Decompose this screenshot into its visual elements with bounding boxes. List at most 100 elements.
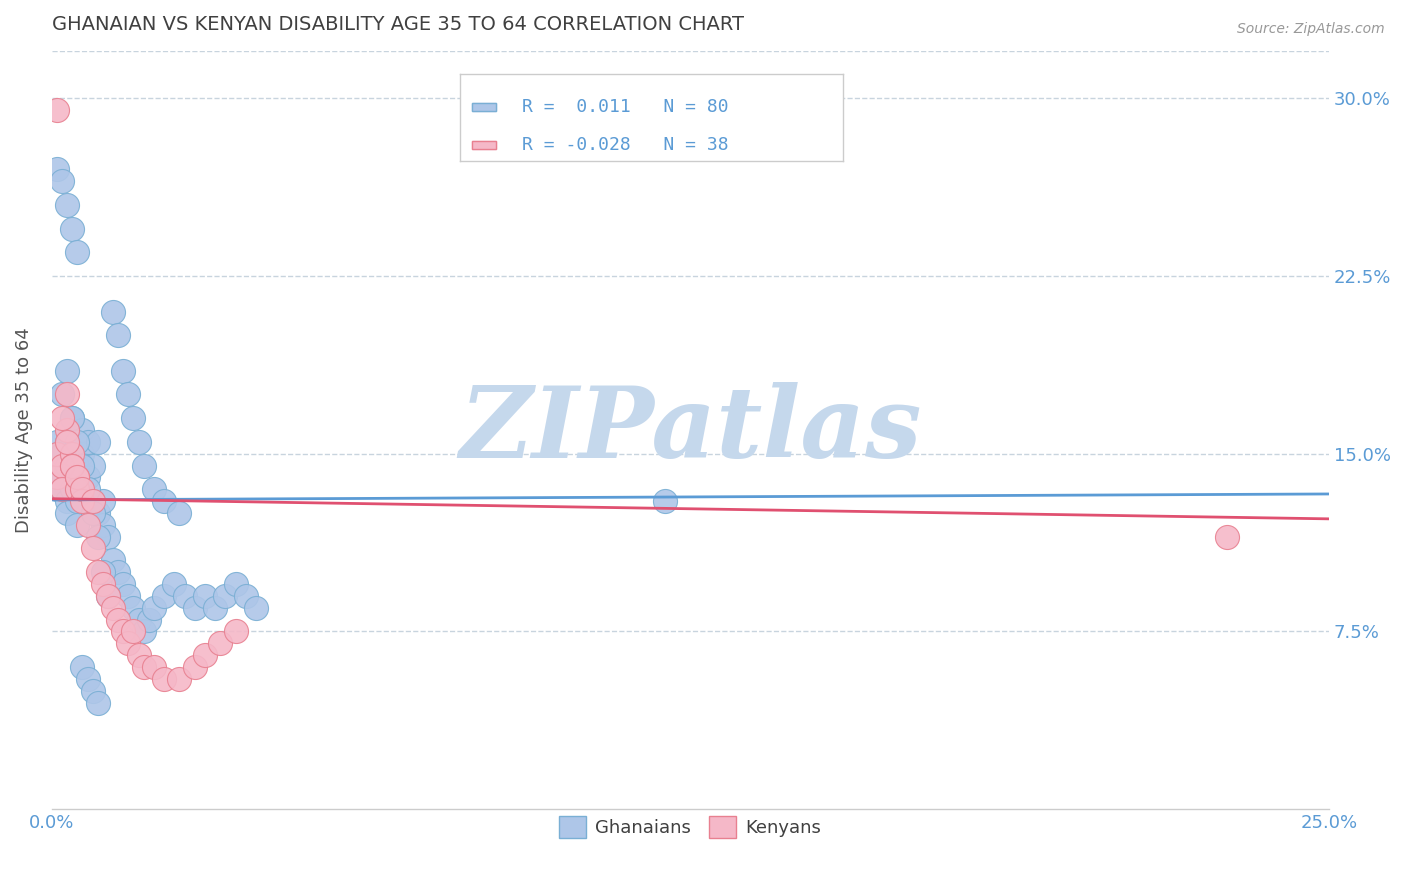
Point: [45, 447, 67, 461]
Point: [128, 434, 150, 449]
Point: [82, 458, 104, 473]
Point: [51, 482, 73, 496]
Point: [107, 613, 129, 627]
Point: [72, 482, 94, 496]
Point: [51, 482, 73, 496]
Point: [60, 482, 83, 496]
Point: [214, 589, 236, 603]
Point: [51, 447, 73, 461]
Point: [173, 589, 195, 603]
Point: [66, 434, 89, 449]
Point: [72, 494, 94, 508]
Point: [169, 506, 191, 520]
Point: [169, 672, 191, 686]
Point: [60, 447, 83, 461]
Point: [76, 482, 98, 496]
Point: [112, 364, 135, 378]
Point: [76, 470, 98, 484]
Point: [51, 458, 73, 473]
Point: [60, 458, 83, 473]
Point: [66, 494, 89, 508]
Point: [56, 198, 79, 212]
Point: [91, 577, 114, 591]
Point: [142, 600, 165, 615]
Point: [112, 577, 135, 591]
Point: [56, 434, 79, 449]
Point: [142, 660, 165, 674]
Point: [101, 553, 124, 567]
Point: [101, 600, 124, 615]
Point: [76, 672, 98, 686]
Point: [153, 494, 176, 508]
Point: [82, 541, 104, 556]
Point: [45, 470, 67, 484]
Point: [56, 458, 79, 473]
Point: [87, 696, 110, 710]
Text: ZIPatlas: ZIPatlas: [460, 382, 921, 478]
Point: [66, 245, 89, 260]
Point: [82, 683, 104, 698]
Point: [204, 600, 226, 615]
Point: [235, 589, 257, 603]
Point: [45, 103, 67, 117]
Point: [45, 482, 67, 496]
Point: [45, 447, 67, 461]
Point: [97, 589, 120, 603]
Legend: Ghanaians, Kenyans: Ghanaians, Kenyans: [553, 809, 828, 846]
Point: [51, 387, 73, 401]
Point: [76, 434, 98, 449]
Point: [60, 411, 83, 425]
Point: [194, 648, 217, 662]
Point: [87, 565, 110, 579]
Point: [51, 174, 73, 188]
Point: [128, 613, 150, 627]
Point: [97, 589, 120, 603]
Point: [142, 482, 165, 496]
Point: [153, 589, 176, 603]
Point: [122, 411, 145, 425]
Point: [82, 494, 104, 508]
Point: [101, 304, 124, 318]
Point: [51, 411, 73, 425]
Point: [117, 387, 139, 401]
Point: [60, 447, 83, 461]
Point: [56, 364, 79, 378]
Point: [184, 660, 207, 674]
Point: [66, 482, 89, 496]
Point: [66, 470, 89, 484]
Point: [82, 506, 104, 520]
Point: [209, 636, 232, 650]
Point: [66, 458, 89, 473]
Point: [76, 517, 98, 532]
Point: [163, 577, 186, 591]
Point: [87, 530, 110, 544]
Point: [87, 434, 110, 449]
Point: [51, 470, 73, 484]
Point: [82, 494, 104, 508]
Point: [66, 470, 89, 484]
Point: [45, 162, 67, 177]
Point: [56, 387, 79, 401]
Point: [56, 434, 79, 449]
Point: [91, 565, 114, 579]
Point: [51, 458, 73, 473]
Y-axis label: Disability Age 35 to 64: Disability Age 35 to 64: [15, 327, 32, 533]
Point: [225, 577, 247, 591]
Point: [654, 494, 676, 508]
Point: [56, 494, 79, 508]
Point: [91, 494, 114, 508]
Point: [132, 458, 155, 473]
Point: [128, 648, 150, 662]
Point: [225, 624, 247, 639]
Point: [45, 458, 67, 473]
Point: [117, 636, 139, 650]
Point: [1215, 530, 1237, 544]
Point: [194, 589, 217, 603]
Point: [97, 530, 120, 544]
Point: [66, 517, 89, 532]
Point: [122, 600, 145, 615]
Point: [72, 458, 94, 473]
Point: [45, 434, 67, 449]
Point: [132, 660, 155, 674]
Point: [112, 624, 135, 639]
